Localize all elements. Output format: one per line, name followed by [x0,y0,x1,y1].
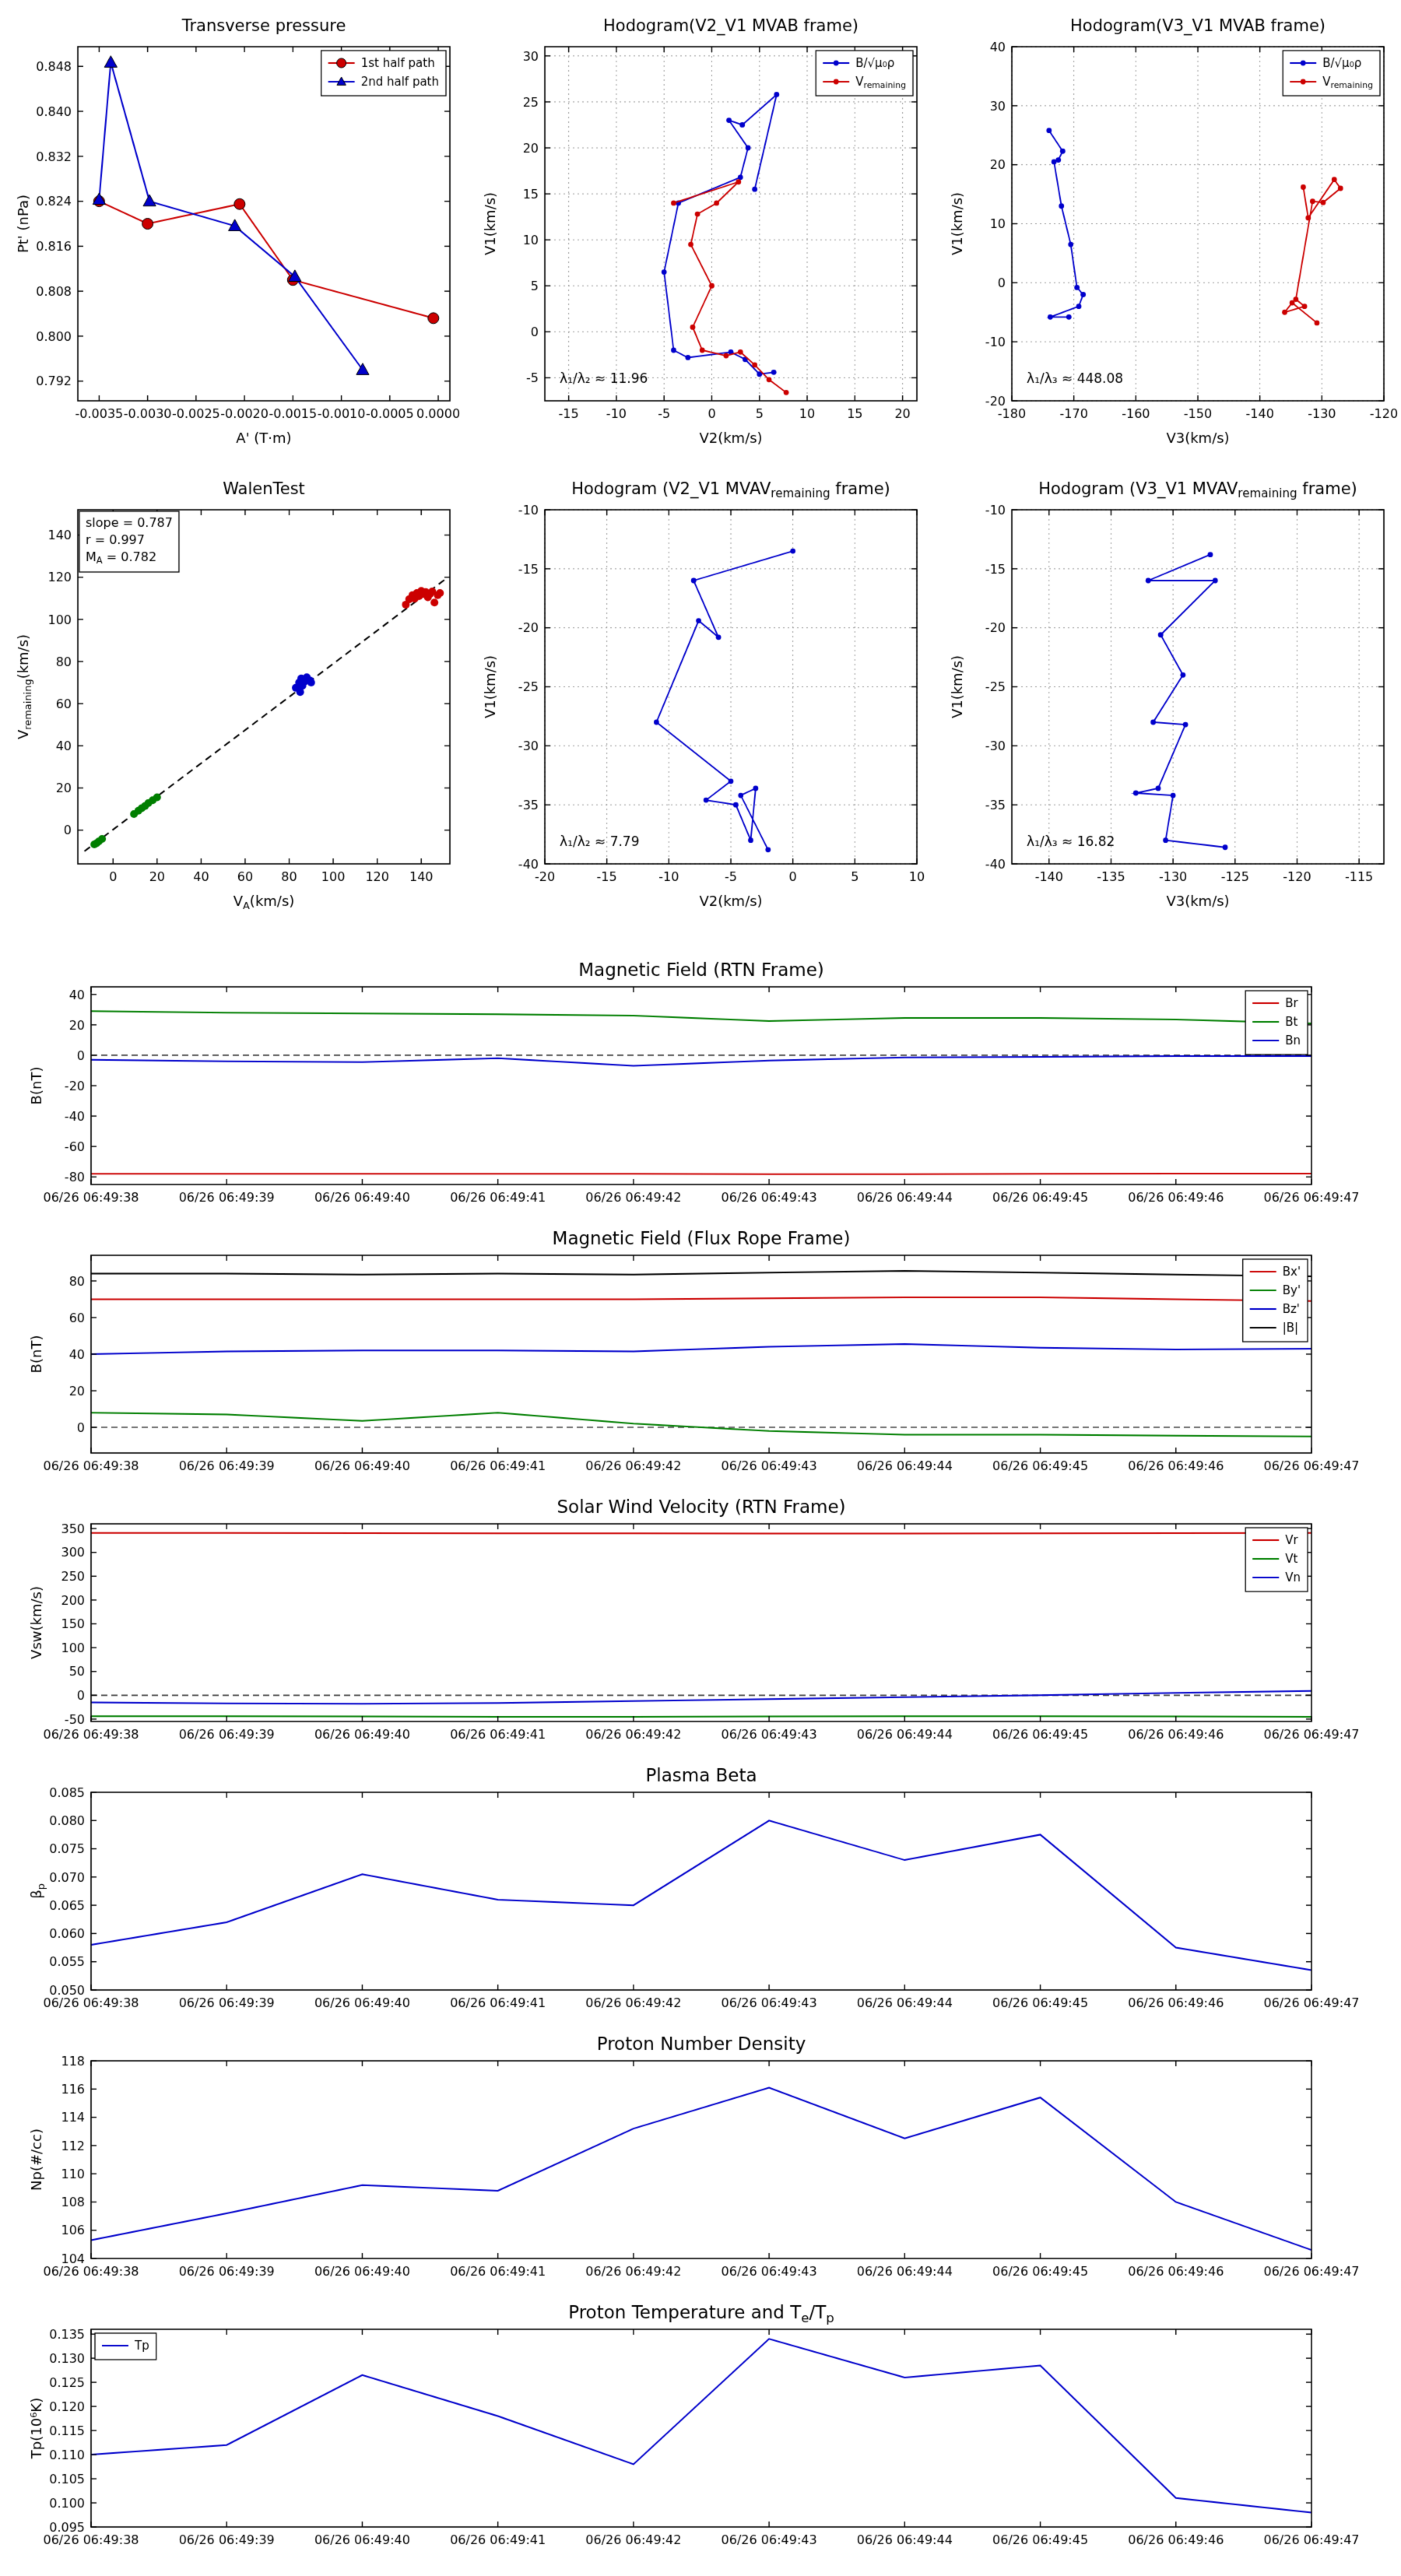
chart-magnetic-field-rtn [0,957,1401,1226]
row-top-panels [0,8,1401,463]
chart-hodogram-v2v1-mvab [467,8,934,463]
chart-proton-number-density [0,2031,1401,2300]
chart-hodogram-v3v1-mvav [934,471,1401,926]
time-series-stack [0,957,1401,2568]
chart-transverse-pressure [0,8,467,463]
chart-plasma-beta [0,1763,1401,2031]
chart-hodogram-v3v1-mvab [934,8,1401,463]
chart-walen-test [0,471,467,926]
chart-magnetic-field-flux-rope [0,1226,1401,1494]
chart-proton-temperature [0,2300,1401,2568]
figure-root [0,8,1401,2576]
chart-hodogram-v2v1-mvav [467,471,934,926]
row-second-panels [0,471,1401,926]
chart-solar-wind-velocity [0,1494,1401,1763]
